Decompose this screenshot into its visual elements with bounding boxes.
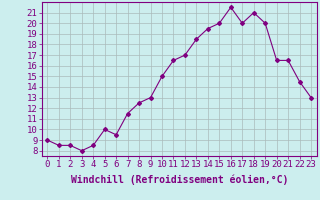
- X-axis label: Windchill (Refroidissement éolien,°C): Windchill (Refroidissement éolien,°C): [70, 175, 288, 185]
